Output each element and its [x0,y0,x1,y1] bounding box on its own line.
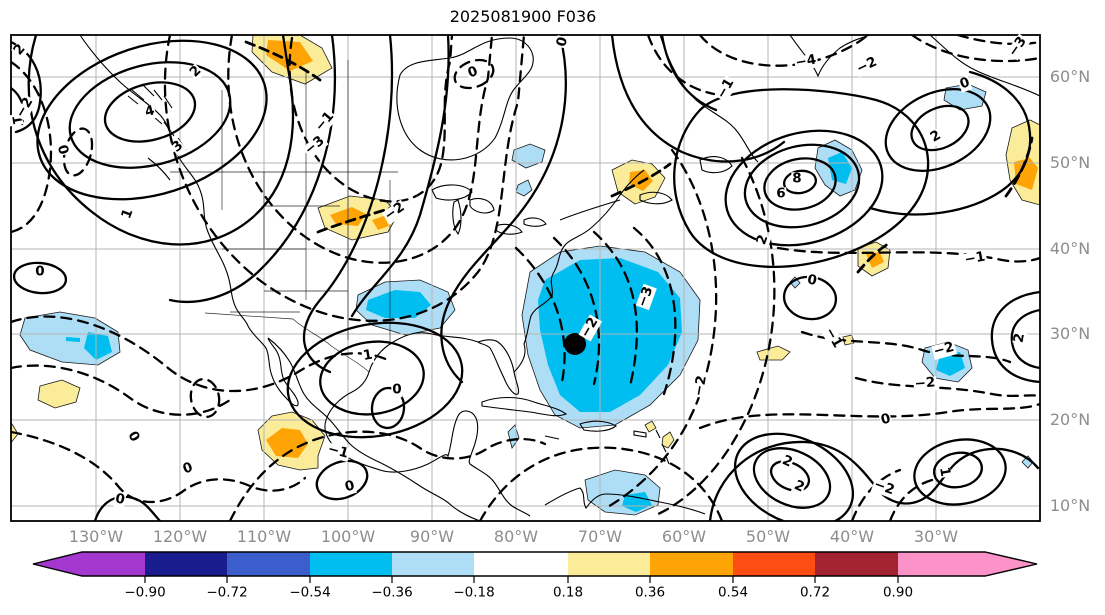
colorbar-tick-label: −0.36 [371,584,413,601]
colorbar-tick-label: −0.18 [453,584,495,601]
storm-position-marker [564,333,586,355]
colorbar [32,551,1038,583]
lon-tick-label: 120°W [152,527,208,546]
colorbar-tick-label: 0.36 [634,584,666,601]
colorbar-tick-label: 0.18 [552,584,584,601]
contour-label: 2 [1010,331,1028,345]
contour-label: 6 [775,185,787,202]
lat-tick-label: 50°N [1049,153,1091,172]
lon-tick-label: 30°W [913,527,959,546]
map-frame [10,34,1041,522]
lat-tick-label: 60°N [1049,67,1091,86]
chart-title: 2025081900 F036 [449,7,597,26]
colorbar-tick-label: −0.54 [289,584,331,601]
lon-tick-label: 80°W [493,527,539,546]
contour-label: 0 [113,490,127,508]
colorbar-tick-label: −0.90 [124,584,166,601]
colorbar-tick-label: 0.90 [882,584,914,601]
colorbar-ticks [144,576,899,583]
colorbar-outline [32,551,1038,577]
lon-tick-label: 100°W [320,527,376,546]
lon-tick-label: 40°W [829,527,875,546]
colorbar-left-arrow [33,552,145,576]
lat-tick-label: 40°N [1049,239,1091,258]
contour-label: 0 [391,381,403,398]
lat-tick-label: 30°N [1049,324,1091,343]
lon-tick-label: 90°W [409,527,455,546]
contour-label: 1 [361,346,375,364]
lon-tick-label: 60°W [661,527,707,546]
dashed-contours [11,35,1040,521]
colorbar-tick-label: 0.54 [717,584,749,601]
lon-tick-label: 50°W [745,527,791,546]
contour-label: 0 [34,263,46,280]
contour-label: 1 [936,465,954,479]
contour-label: −2 [913,374,937,393]
lon-tick-label: 110°W [236,527,292,546]
coastlines [79,35,1040,521]
colorbar-tick-label: −0.72 [206,584,248,601]
lat-tick-label: 20°N [1049,410,1091,429]
shaded-anomaly-regions [11,35,1040,516]
colorbar-right-arrow [898,552,1037,576]
contour-label: 0 [805,271,819,289]
lon-tick-label: 70°W [577,527,623,546]
contour-label: 8 [791,170,803,187]
lat-tick-label: 10°N [1049,496,1091,515]
lon-tick-label: 130°W [68,527,124,546]
colorbar-tick-label: 0.72 [799,584,831,601]
